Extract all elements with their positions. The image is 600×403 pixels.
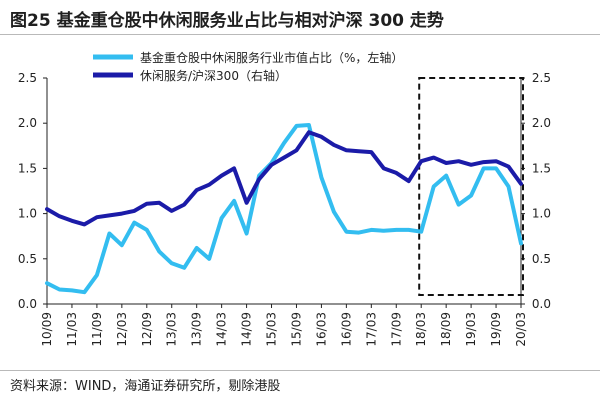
y-tick-label-left: 2.5	[18, 71, 37, 85]
x-tick-label: 11/09	[90, 312, 104, 347]
y-tick-label-right: 0.0	[532, 297, 551, 311]
y-tick-label-right: 1.0	[532, 207, 551, 221]
series-line-share	[45, 123, 523, 295]
y-tick-label-left: 1.5	[18, 161, 37, 175]
y-tick-label-right: 1.5	[532, 161, 551, 175]
highlight-box-layer	[418, 77, 525, 296]
highlight-box	[418, 77, 525, 296]
x-tick-label: 20/03	[514, 312, 528, 347]
y-tick-label-left: 1.0	[18, 207, 37, 221]
chart-legend: 基金重仓股中休闲服务行业市值占比（%，左轴） 休闲服务/沪深300（右轴）	[93, 50, 403, 83]
x-tick-label: 12/09	[140, 312, 154, 347]
legend-label: 休闲服务/沪深300（右轴）	[140, 68, 287, 83]
x-tick-label: 12/03	[115, 312, 129, 347]
x-tick-label: 11/03	[65, 312, 79, 347]
title-rule	[0, 34, 600, 35]
y-tick-label-left: 2.0	[18, 116, 37, 130]
source-note: 资料来源：WIND，海通证券研究所，剔除港股	[10, 379, 281, 394]
x-tick-label: 17/03	[364, 312, 378, 347]
y-tick-label-right: 0.5	[532, 252, 551, 266]
source-rule	[0, 370, 600, 371]
figure-title: 图25 基金重仓股中休闲服务业占比与相对沪深 300 走势	[10, 11, 444, 31]
y-tick-label-left: 0.0	[18, 297, 37, 311]
x-tick-label: 10/09	[40, 312, 54, 347]
x-tick-label: 19/03	[464, 312, 478, 347]
series-layer	[45, 123, 523, 295]
x-tick-label: 19/09	[489, 312, 503, 347]
x-tick-label: 18/09	[439, 312, 453, 347]
x-tick-label: 13/09	[190, 312, 204, 347]
legend-label: 基金重仓股中休闲服务行业市值占比（%，左轴）	[140, 50, 403, 65]
y-tick-label-right: 2.5	[532, 71, 551, 85]
chart-axes: 0.0 0.5 1.0 1.5 2.0 2.5 0.0 0.5 1.0 1.5 2.0 2.5 10/0…	[18, 71, 551, 347]
series-line-relative	[45, 130, 523, 227]
y-tick-label-right: 2.0	[532, 116, 551, 130]
x-tick-label: 13/03	[165, 312, 179, 347]
x-tick-label: 16/09	[339, 312, 353, 347]
x-tick-label: 14/03	[215, 312, 229, 347]
x-tick-label: 17/09	[389, 312, 403, 347]
x-tick-label: 18/03	[414, 312, 428, 347]
x-tick-label: 16/03	[314, 312, 328, 347]
x-tick-label: 15/03	[265, 312, 279, 347]
x-tick-label: 14/09	[240, 312, 254, 347]
y-tick-label-left: 0.5	[18, 252, 37, 266]
x-tick-label: 15/09	[289, 312, 303, 347]
